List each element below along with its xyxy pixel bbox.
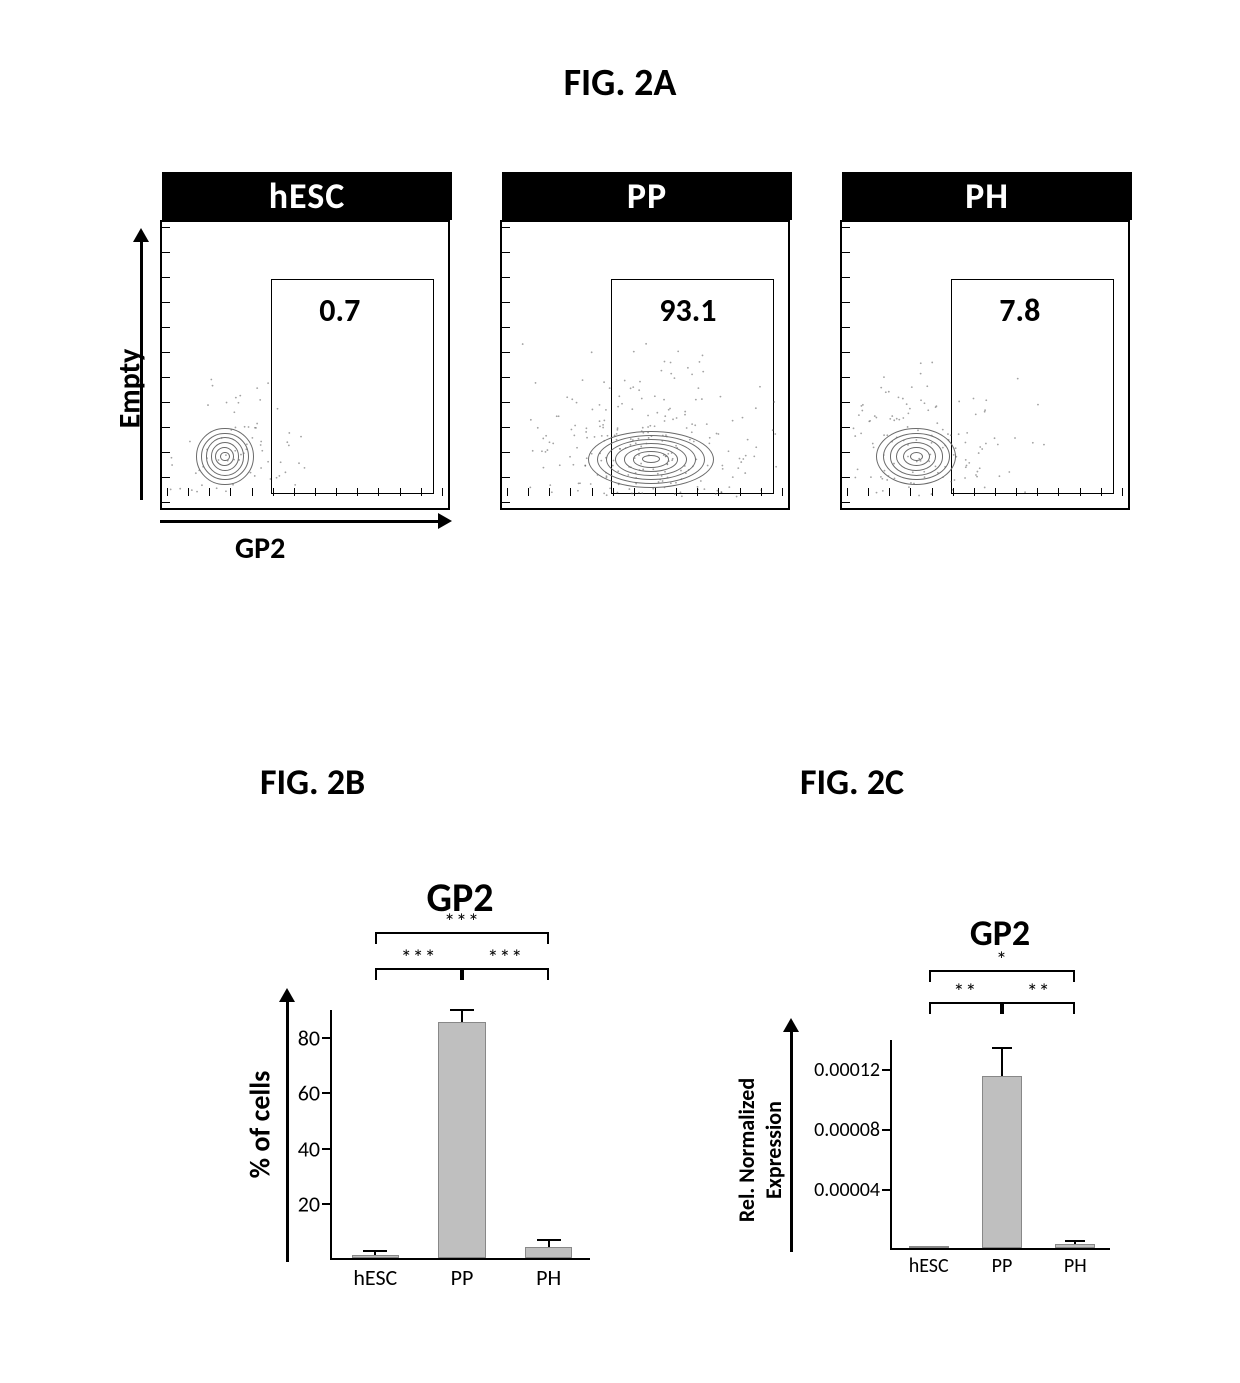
figure-b-title: FIG. 2B bbox=[260, 760, 365, 804]
panel-a-y-arrow-line bbox=[140, 240, 143, 500]
sig-stars: ** bbox=[1027, 978, 1051, 1005]
error-cap bbox=[992, 1047, 1012, 1049]
error-cap bbox=[537, 1239, 561, 1241]
y-axis-arrow-line bbox=[286, 1000, 289, 1262]
error-bar bbox=[1001, 1049, 1003, 1076]
x-tick-label: PH bbox=[536, 1264, 561, 1291]
error-bar bbox=[548, 1241, 550, 1247]
error-bar bbox=[374, 1252, 376, 1255]
bar-pp bbox=[982, 1076, 1022, 1249]
y-tick bbox=[322, 1037, 330, 1039]
y-tick-label: 40 bbox=[298, 1135, 320, 1162]
error-cap bbox=[450, 1009, 474, 1011]
y-axis-label: Rel. Normalized Expression bbox=[733, 1045, 787, 1255]
y-axis-arrow-head bbox=[279, 988, 295, 1002]
y-tick bbox=[882, 1129, 890, 1131]
x-tick-label: hESC bbox=[353, 1264, 397, 1291]
y-axis-label: % of cells bbox=[243, 1000, 278, 1250]
error-cap bbox=[1065, 1240, 1085, 1242]
bar-pp bbox=[438, 1022, 486, 1258]
bar-hesc bbox=[352, 1255, 400, 1258]
sig-stars: *** bbox=[487, 944, 523, 971]
y-tick bbox=[322, 1148, 330, 1150]
y-tick bbox=[882, 1189, 890, 1191]
axes-box: 0.000040.000080.00012hESCPPPH***** bbox=[890, 1040, 1110, 1250]
y-tick bbox=[322, 1203, 330, 1205]
y-tick-label: 0.00008 bbox=[814, 1118, 880, 1142]
panel-a: Empty GP2 hESC0.7PP93.1PH7.8 bbox=[80, 170, 1110, 550]
error-cap bbox=[363, 1250, 387, 1252]
y-tick-label: 0.00004 bbox=[814, 1178, 880, 1202]
axes-box: 20406080hESCPPPH********* bbox=[330, 1010, 590, 1260]
figure-c-title: FIG. 2C bbox=[800, 760, 904, 804]
bar-hesc bbox=[909, 1246, 949, 1248]
error-bar bbox=[461, 1011, 463, 1022]
panel-b: GP2% of cells20406080hESCPPPH********* bbox=[220, 850, 620, 1310]
bar-ph bbox=[525, 1247, 573, 1258]
x-tick-label: PP bbox=[992, 1254, 1013, 1278]
panel-c: GP2Rel. Normalized Expression0.000040.00… bbox=[700, 890, 1130, 1310]
facs-plot-pp: PP93.1 bbox=[500, 220, 790, 510]
y-tick bbox=[882, 1069, 890, 1071]
sig-stars: * bbox=[996, 946, 1008, 973]
y-tick-label: 20 bbox=[298, 1191, 320, 1218]
sig-stars: *** bbox=[401, 944, 437, 971]
facs-header: hESC bbox=[162, 172, 452, 220]
facs-plot-hesc: hESC0.7 bbox=[160, 220, 450, 510]
panel-a-y-arrow-head bbox=[133, 228, 149, 242]
y-axis-arrow-head bbox=[783, 1018, 799, 1032]
sig-stars: *** bbox=[444, 908, 480, 935]
figure-a-title: FIG. 2A bbox=[0, 60, 1240, 106]
panel-a-x-arrow-head bbox=[438, 513, 452, 529]
sig-stars: ** bbox=[953, 978, 977, 1005]
y-tick bbox=[322, 1092, 330, 1094]
y-tick-label: 0.00012 bbox=[814, 1058, 880, 1082]
panel-a-x-arrow-line bbox=[160, 520, 440, 523]
y-tick-label: 60 bbox=[298, 1080, 320, 1107]
error-bar bbox=[1074, 1242, 1076, 1244]
y-axis-arrow-line bbox=[790, 1030, 793, 1252]
facs-plot-ph: PH7.8 bbox=[840, 220, 1130, 510]
x-tick-label: PP bbox=[451, 1264, 474, 1291]
bar-ph bbox=[1055, 1244, 1095, 1249]
facs-header: PP bbox=[502, 172, 792, 220]
y-tick-label: 80 bbox=[298, 1024, 320, 1051]
x-tick-label: PH bbox=[1064, 1254, 1087, 1278]
x-tick-label: hESC bbox=[909, 1254, 949, 1278]
panel-a-x-label: GP2 bbox=[235, 530, 285, 567]
facs-header: PH bbox=[842, 172, 1132, 220]
contour-ring bbox=[220, 452, 230, 462]
